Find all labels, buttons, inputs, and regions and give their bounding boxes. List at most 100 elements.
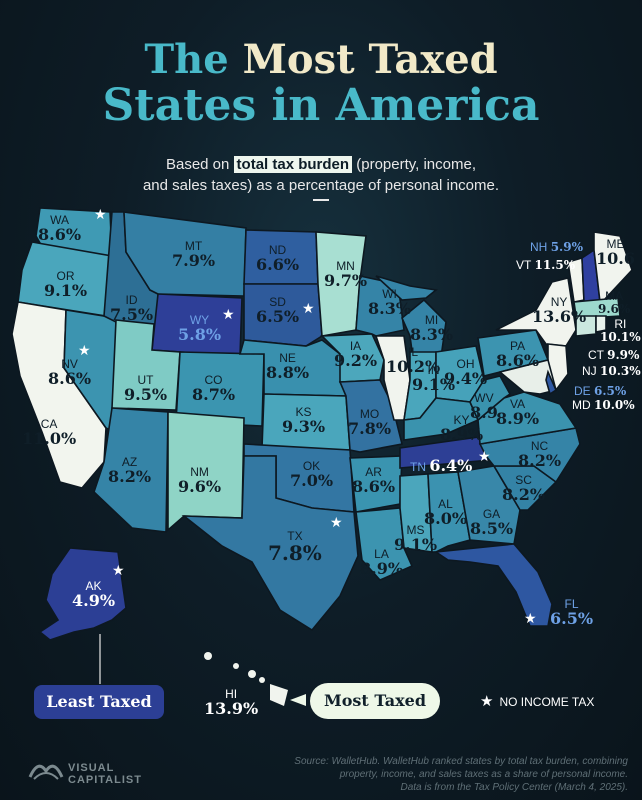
label-ri: RI 10.1%	[600, 317, 641, 344]
state-ct	[575, 315, 597, 337]
state-hi	[204, 652, 288, 706]
label-tn: TN 6.4%	[410, 456, 473, 475]
label-oh: OH 9.4%	[444, 357, 488, 388]
label-pa: PA 8.6%	[496, 339, 540, 370]
label-vt: VT 11.5%	[516, 258, 576, 272]
label-fl: FL 6.5%	[550, 597, 594, 628]
subtitle-highlight: total tax burden	[233, 156, 353, 173]
no-income-tax-star-sd: ★	[302, 301, 315, 317]
visual-capitalist-logo-icon	[28, 764, 64, 780]
label-wy: WY 5.8%	[178, 313, 222, 344]
label-or: OR 9.1%	[44, 269, 88, 300]
label-de: DE 6.5%	[574, 384, 627, 398]
label-nj: NJ 10.3%	[582, 364, 641, 378]
label-wa: WA 8.6%	[38, 213, 82, 244]
label-mn: MN 9.7%	[324, 259, 368, 290]
label-mt: MT 7.9%	[172, 239, 216, 270]
label-mi: MI 8.3%	[410, 313, 454, 344]
subtitle-pre: Based on	[165, 156, 230, 173]
state-ak	[38, 547, 127, 641]
no-income-tax-star-tx: ★	[330, 515, 343, 531]
state-wv	[469, 375, 512, 422]
label-ms: MS 9.1%	[394, 523, 438, 554]
label-mo: MO 7.8%	[348, 407, 392, 438]
subtitle-divider	[313, 199, 329, 201]
state-il	[374, 335, 411, 421]
no-income-tax-star-ak: ★	[112, 563, 125, 579]
source-line-2: property, income, and sales taxes as a s…	[339, 769, 628, 780]
brand-line-1: VISUAL	[68, 762, 115, 774]
label-sd: SD 6.5%	[256, 295, 300, 326]
legend-most-taxed: Most Taxed	[310, 683, 440, 719]
state-co	[175, 351, 265, 427]
label-nc: NC 8.2%	[518, 439, 562, 470]
label-tx: TX 7.8%	[268, 529, 322, 565]
no-income-tax-star-wy: ★	[222, 307, 235, 323]
state-sd	[243, 283, 323, 347]
subtitle-post: (property, income,	[356, 156, 476, 173]
page-title: The Most Taxed States in America	[0, 40, 642, 128]
label-ok: OK 7.0%	[290, 459, 334, 490]
legend-least-taxed: Least Taxed	[34, 685, 164, 719]
source-line-1: Source: WalletHub. WalletHub ranked stat…	[294, 756, 628, 767]
label-nh: NH 5.9%	[530, 240, 583, 254]
no-income-tax-star-wa: ★	[94, 207, 107, 223]
legend-no-income-tax-label: NO INCOME TAX	[499, 695, 595, 709]
label-ca: CA 11.0%	[22, 417, 77, 448]
state-de	[545, 369, 558, 396]
label-ny: NY 13.6%	[532, 295, 587, 326]
label-ia: IA 9.2%	[334, 339, 378, 370]
label-wv: WV 8.9	[470, 391, 498, 422]
brand-name: VISUAL CAPITALIST	[68, 762, 142, 786]
source-line-3: Data is from the Tax Policy Center (Marc…	[400, 782, 629, 793]
label-ky: KY 8.9%	[440, 413, 484, 444]
subtitle-line-2: and sales taxes) as a percentage of pers…	[142, 177, 500, 194]
state-mo	[338, 379, 403, 453]
no-income-tax-star-fl: ★	[524, 611, 537, 627]
star-icon: ★	[480, 693, 494, 710]
label-sc: SC 8.2%	[502, 473, 546, 504]
no-income-tax-star-nv: ★	[78, 343, 91, 359]
label-wi: WI 8.3%	[368, 287, 412, 318]
label-ak: AK 4.9%	[72, 579, 116, 610]
label-me: ME 10.6	[596, 237, 635, 268]
state-tx	[181, 455, 359, 632]
label-co: CO 8.7%	[192, 373, 236, 404]
state-ms	[399, 473, 433, 553]
title-most-taxed: Most Taxed	[242, 36, 498, 83]
label-az: AZ 8.2%	[108, 455, 152, 486]
label-ks: KS 9.3%	[282, 405, 326, 436]
label-md: MD 10.0%	[572, 398, 635, 412]
state-mi-up	[375, 275, 438, 301]
most-arrow	[290, 694, 306, 706]
legend-no-income-tax: ★ NO INCOME TAX	[480, 692, 594, 710]
label-ma: MA 9.6%	[598, 289, 631, 316]
label-la: LA 8.9%	[360, 547, 404, 578]
label-al: AL 8.0%	[424, 497, 468, 528]
title-line-2: States in America	[102, 80, 540, 131]
label-ct: CT 9.9%	[588, 348, 640, 362]
label-ga: GA 8.5%	[470, 507, 514, 538]
state-fl	[433, 543, 553, 627]
label-il: IL 10.2%	[386, 345, 441, 376]
label-nm: NM 9.6%	[178, 465, 222, 496]
label-nd: ND 6.6%	[256, 243, 300, 274]
label-va: VA 8.9%	[496, 397, 540, 428]
label-in: IN 9.1%	[412, 363, 456, 394]
label-hi: HI 13.9%	[204, 687, 259, 718]
no-income-tax-star-tn: ★	[478, 449, 491, 465]
source-note: Source: WalletHub. WalletHub ranked stat…	[258, 755, 628, 794]
label-ne: NE 8.8%	[266, 351, 310, 382]
label-nv: NV 8.6%	[48, 357, 92, 388]
label-id: ID 7.5%	[110, 293, 154, 324]
label-ut: UT 9.5%	[124, 373, 168, 404]
brand-line-2: CAPITALIST	[68, 774, 142, 786]
subtitle: Based on total tax burden (property, inc…	[0, 154, 642, 196]
state-md	[498, 359, 557, 395]
label-ar: AR 8.6%	[352, 465, 396, 496]
title-word-the: The	[144, 36, 229, 83]
state-nc	[478, 427, 581, 484]
state-ri	[595, 315, 607, 333]
